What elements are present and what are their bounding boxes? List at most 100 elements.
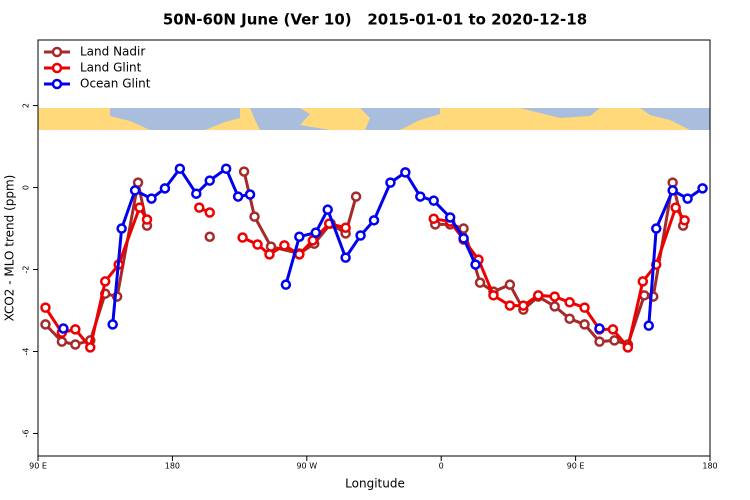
y-tick-label: 2 [22, 103, 31, 108]
point [70, 339, 81, 350]
point [204, 231, 215, 242]
point [107, 319, 118, 330]
point [238, 166, 250, 177]
point [322, 204, 333, 215]
point [415, 191, 426, 202]
point [458, 223, 469, 234]
point [474, 277, 486, 288]
point [159, 183, 171, 194]
point [280, 279, 292, 290]
point [237, 232, 248, 243]
point [204, 175, 215, 186]
point [637, 276, 649, 287]
x-tick-label: 90 W [296, 462, 317, 471]
point [444, 212, 456, 223]
point [146, 193, 157, 204]
point [70, 324, 81, 335]
point [58, 323, 69, 334]
point [85, 342, 96, 353]
point [670, 202, 681, 213]
point [385, 177, 396, 188]
point [609, 335, 620, 346]
point [594, 336, 605, 347]
point [579, 302, 590, 313]
point [564, 297, 575, 308]
point [679, 215, 690, 226]
series [40, 166, 689, 350]
y-tick-label: -2 [22, 266, 31, 274]
x-tick-label: 180 [165, 462, 180, 471]
y-tick-label: -4 [22, 347, 31, 355]
point [667, 185, 678, 196]
point [622, 342, 634, 353]
point [549, 301, 560, 312]
point [428, 195, 439, 206]
series-line [44, 204, 686, 351]
point [310, 227, 322, 238]
point [141, 214, 153, 225]
point [470, 259, 481, 270]
point [40, 319, 51, 330]
legend-label: Land Nadir [80, 45, 145, 59]
point [350, 191, 362, 202]
point [252, 239, 263, 250]
point [368, 215, 380, 226]
point [428, 213, 439, 224]
plot-frame [37, 39, 711, 457]
point [488, 290, 499, 301]
point [400, 167, 411, 178]
point [697, 183, 708, 194]
legend-marker [51, 46, 63, 58]
point [204, 207, 215, 218]
point [504, 279, 516, 290]
point [564, 313, 575, 324]
point [249, 211, 260, 222]
x-tick-label: 90 E [29, 462, 47, 471]
point [340, 252, 351, 263]
y-axis-label: XCO2 - MLO trend (ppm) [3, 175, 17, 322]
point [355, 230, 366, 241]
point [279, 240, 290, 251]
point [194, 202, 205, 213]
map-strip [38, 108, 710, 130]
x-tick-label: 0 [439, 462, 444, 471]
point [294, 231, 305, 242]
point [56, 336, 68, 347]
legend-marker [51, 78, 63, 90]
point [232, 191, 244, 202]
point [594, 323, 605, 334]
point [579, 319, 590, 330]
x-axis-label: Longitude [345, 477, 405, 491]
point [518, 300, 529, 311]
point [40, 302, 51, 313]
x-tick-label: 90 E [567, 462, 585, 471]
point [134, 202, 145, 213]
point [244, 189, 256, 200]
series-line [44, 171, 685, 347]
point [650, 223, 662, 234]
point [174, 163, 186, 174]
point [129, 185, 141, 196]
point [99, 276, 111, 287]
point [549, 291, 560, 302]
y-tick-label: -6 [22, 429, 31, 437]
point [191, 188, 202, 199]
point [116, 223, 127, 234]
point [682, 193, 693, 204]
legend-marker [51, 62, 63, 74]
point [458, 233, 469, 244]
legend-label: Ocean Glint [80, 77, 151, 91]
y-tick-label: 0 [22, 185, 31, 190]
series [58, 163, 708, 334]
point [607, 324, 619, 335]
chart-title: 50N-60N June (Ver 10) 2015-01-01 to 2020… [163, 11, 587, 29]
point [340, 222, 351, 233]
point [264, 249, 275, 260]
point [533, 290, 544, 301]
x-tick-label: 180 [702, 462, 717, 471]
point [220, 163, 232, 174]
point [504, 300, 516, 311]
legend-label: Land Glint [80, 61, 142, 75]
point [643, 320, 655, 331]
